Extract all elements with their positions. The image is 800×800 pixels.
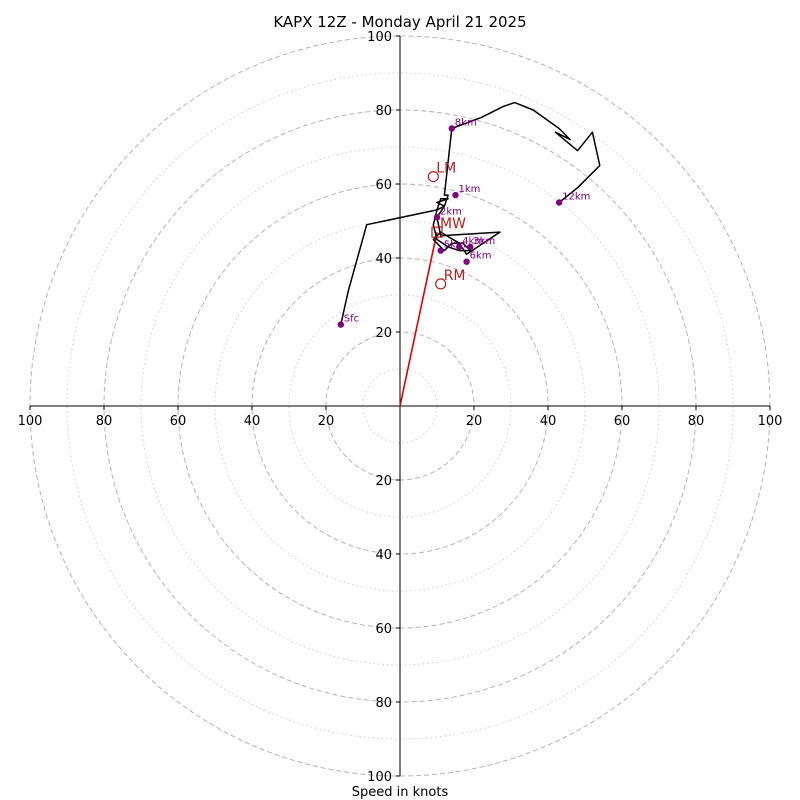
storm-motion-label: MW	[440, 216, 466, 232]
tick-label-right: 60	[614, 414, 631, 429]
tick-label-left: 20	[318, 414, 335, 429]
tick-label-left: 100	[18, 414, 43, 429]
tick-label-top: 100	[367, 30, 392, 45]
tick-label-left: 60	[170, 414, 187, 429]
tick-label-right: 100	[758, 414, 783, 429]
height-label: 12km	[562, 192, 590, 203]
chart-title: KAPX 12Z - Monday April 21 2025	[273, 13, 526, 31]
storm-motion-label: LM	[436, 161, 456, 177]
tick-labels: 100 80 60 40 20 20 40 60 80 100 20 40 60 80 100 20 40 60 8…	[18, 30, 783, 785]
height-marker	[437, 247, 444, 254]
storm-motion-marker	[427, 171, 439, 183]
tick-label-right: 20	[466, 414, 483, 429]
height-label: 3km	[473, 236, 495, 247]
hodograph-trace	[340, 101, 601, 325]
tick-label-bottom: 40	[375, 548, 392, 563]
tick-label-top: 60	[375, 178, 392, 193]
mean-wind-marker	[431, 226, 443, 238]
tick-label-top: 20	[375, 326, 392, 341]
tick-label-bottom: 60	[375, 622, 392, 637]
tick-label-left: 40	[244, 414, 261, 429]
tick-label-top: 80	[375, 104, 392, 119]
height-marker	[337, 321, 344, 328]
height-marker	[433, 214, 441, 221]
height-label: 8km	[455, 118, 477, 129]
height-label: 5km	[444, 240, 466, 251]
height-marker	[467, 243, 474, 251]
height-label: 2km	[440, 206, 462, 217]
storm-motion-label: RM	[444, 268, 466, 284]
tick-label-top: 40	[375, 252, 392, 267]
tick-label-bottom: 80	[375, 696, 392, 711]
tick-label-left: 80	[96, 414, 113, 429]
height-label: Sfc	[344, 314, 359, 325]
x-axis-label: Speed in knots	[352, 785, 449, 800]
shear-vector	[399, 231, 438, 407]
tick-label-bottom: 100	[367, 770, 392, 785]
height-marker	[555, 199, 563, 206]
height-label: 4km	[462, 236, 484, 247]
height-label: 6km	[470, 251, 492, 262]
tick-label-right: 40	[540, 414, 557, 429]
tick-label-right: 80	[688, 414, 705, 429]
height-marker	[456, 243, 463, 251]
height-marker	[463, 258, 470, 265]
height-label: 1km	[459, 184, 481, 195]
height-marker	[448, 125, 455, 132]
tick-label-bottom: 20	[375, 474, 392, 489]
height-marker	[452, 191, 459, 199]
storm-motion-marker	[435, 278, 447, 290]
